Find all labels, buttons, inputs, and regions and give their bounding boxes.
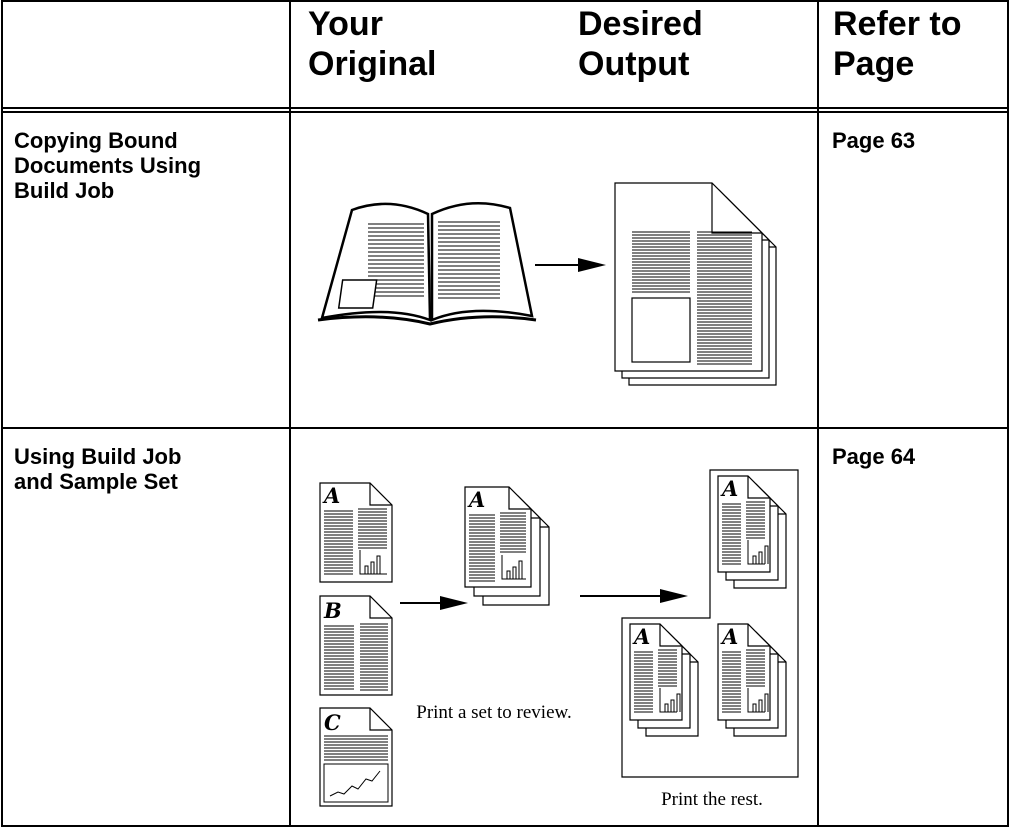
text-lines (500, 512, 526, 553)
page-ref: Page 64 (832, 444, 916, 469)
sheet (464, 486, 532, 588)
picture (337, 279, 378, 309)
page-letter: B (323, 598, 342, 623)
chart-icon (359, 550, 387, 575)
fold (508, 487, 531, 510)
sheet (319, 595, 393, 696)
page-ref: Page 63 (832, 128, 916, 153)
page-letter: A (632, 624, 650, 649)
arrow-head (578, 258, 606, 272)
arrow-head (440, 596, 468, 610)
text-lines (324, 735, 388, 761)
sheet (319, 482, 393, 583)
page-letter: A (720, 624, 738, 649)
text-lines (324, 625, 354, 690)
book-base (317, 315, 537, 326)
text-lines (722, 503, 741, 565)
text-lines (358, 508, 387, 549)
text-lines (368, 223, 424, 297)
fold (369, 708, 392, 731)
column-header: Your Original (308, 5, 437, 83)
fold (747, 624, 770, 647)
fold (369, 483, 392, 506)
chart-icon (501, 555, 526, 580)
sheet (717, 623, 771, 721)
text-lines (469, 514, 495, 582)
text-lines (746, 649, 765, 687)
page-letter: A (467, 487, 485, 512)
column-header: Refer to Page (833, 5, 962, 83)
fold (659, 624, 682, 647)
caption: Print a set to review. (416, 702, 572, 723)
text-lines (438, 221, 500, 299)
sheet (629, 623, 683, 721)
chart-icon (659, 688, 681, 713)
text-lines (360, 623, 388, 691)
page-letter: A (322, 483, 340, 508)
fold (369, 596, 392, 619)
row-title: Copying Bound Documents Using Build Job (14, 128, 202, 203)
text-lines (697, 231, 752, 365)
row-title: Using Build Job and Sample Set (14, 444, 182, 494)
sheet (717, 475, 771, 573)
chart-box (323, 763, 389, 803)
chart-icon (747, 540, 769, 565)
page-letter: C (324, 710, 341, 735)
text-lines (632, 231, 690, 293)
page-letter: A (720, 476, 738, 501)
arrow-head (660, 589, 688, 603)
text-lines (746, 501, 765, 539)
text-lines (634, 651, 653, 713)
chart-line (329, 770, 381, 797)
caption: Print the rest. (661, 789, 763, 810)
text-lines (658, 649, 677, 687)
column-header: Desired Output (578, 5, 703, 83)
chart-icon (747, 688, 769, 713)
fold (747, 476, 770, 499)
text-lines (722, 651, 741, 713)
picture (631, 297, 691, 363)
book (320, 202, 432, 322)
text-lines (324, 510, 353, 575)
fold (711, 183, 762, 234)
